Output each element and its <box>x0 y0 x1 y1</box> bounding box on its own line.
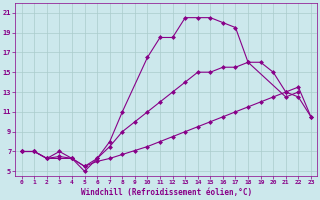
X-axis label: Windchill (Refroidissement éolien,°C): Windchill (Refroidissement éolien,°C) <box>81 188 252 197</box>
